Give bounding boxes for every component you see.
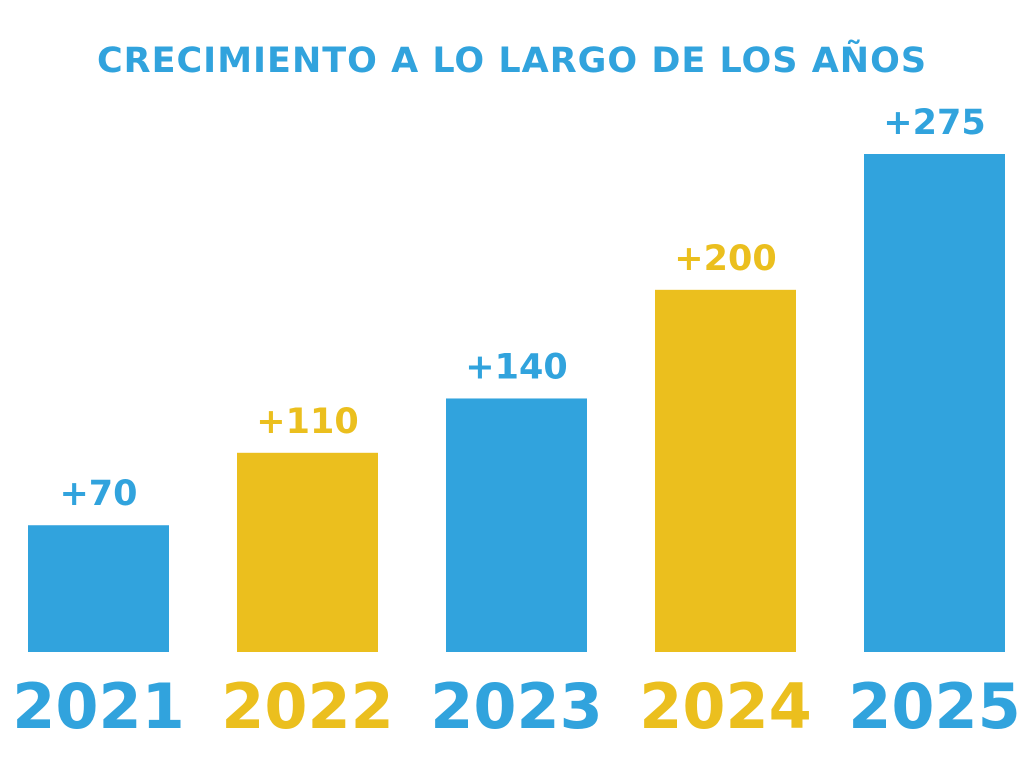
chart-title: CRECIMIENTO A LO LARGO DE LOS AÑOS	[96, 41, 928, 81]
tick-label-2021: 2021	[12, 670, 185, 743]
data-label-2025: +275	[883, 103, 985, 143]
bar-2025	[864, 154, 1005, 652]
tick-label-2025: 2025	[848, 670, 1021, 743]
bar-2021	[28, 525, 169, 652]
tick-label-2023: 2023	[430, 670, 603, 743]
tick-label-2022: 2022	[221, 670, 394, 743]
data-label-2024: +200	[674, 239, 776, 279]
data-label-2023: +140	[465, 347, 567, 387]
data-label-2021: +70	[59, 474, 137, 514]
bar-2022	[237, 452, 378, 652]
bar-2023	[446, 398, 587, 652]
bar-2024	[655, 289, 796, 652]
tick-label-2024: 2024	[639, 670, 812, 743]
data-label-2022: +110	[256, 402, 358, 442]
